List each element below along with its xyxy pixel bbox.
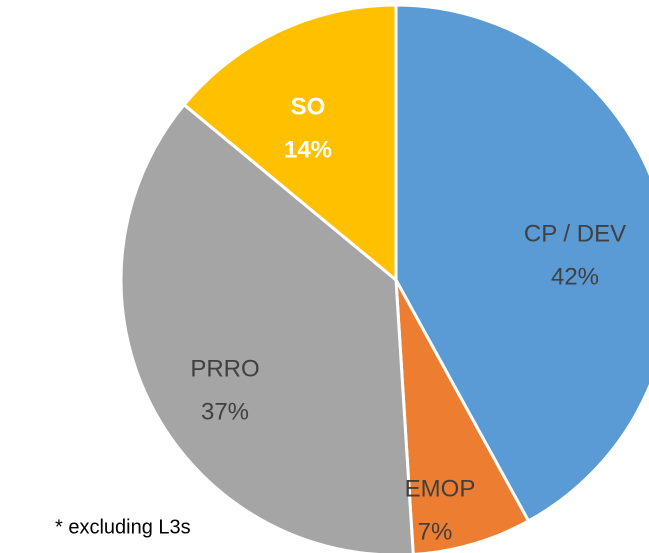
footnote: * excluding L3s [55,516,191,538]
pie-slice [119,102,415,553]
pie-slice [181,3,398,284]
slice-label: PRRO [190,355,259,382]
slice-value-label: 14% [284,136,332,163]
slice-value-label: 37% [201,398,249,425]
slice-value-label: 7% [418,518,453,545]
pie-slice [394,279,531,553]
pie [119,3,649,553]
slice-label: CP / DEV [524,220,626,247]
slice-label: EMOP [405,475,476,502]
slice-value-label: 42% [551,263,599,290]
slice-label: SO [291,93,326,120]
